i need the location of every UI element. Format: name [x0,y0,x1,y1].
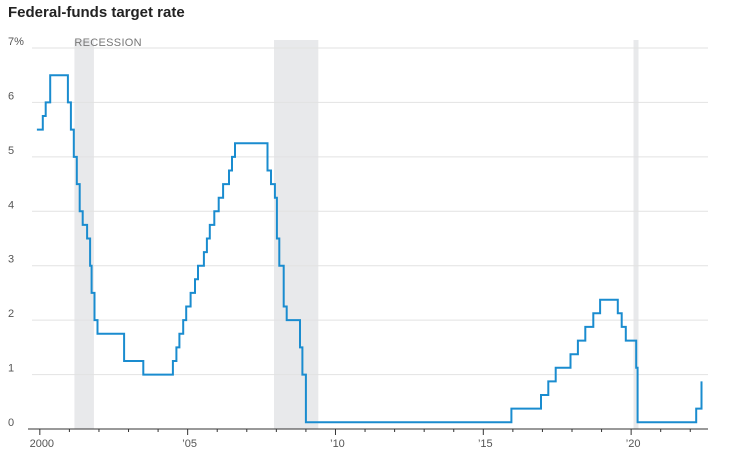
recession-band-2 [273,40,319,429]
y-axis-ticks: 0 1 2 3 4 5 6 7% [8,36,24,429]
x-tick-label-2010: ’10 [330,438,345,450]
y-tick-label-1: 1 [8,363,14,375]
y-tick-label-0: 0 [8,417,14,429]
x-tick-label-2020: ’20 [626,438,641,450]
x-tick-label-2015: ’15 [478,438,493,450]
annotation-labels: RECESSION [74,37,142,49]
x-tick-label-2005: ’05 [182,438,197,450]
x-axis: 2000 ’05 ’10 ’15 ’20 [28,428,708,450]
y-tick-label-3: 3 [8,254,14,266]
grid-lines [32,47,708,376]
y-tick-label-6: 6 [8,90,14,102]
y-tick-label-4: 4 [8,199,14,211]
series-group [36,74,703,424]
y-tick-label-5: 5 [8,145,14,157]
recession-band-1 [74,40,94,429]
recession-bands [74,40,639,429]
recession-band-3 [633,40,639,429]
y-tick-label-7: 7% [8,36,24,48]
y-tick-label-2: 2 [8,308,14,320]
chart-title: Federal-funds target rate [8,4,185,21]
rate-line [36,74,703,424]
x-tick-label-2000: 2000 [30,438,54,450]
recession-label: RECESSION [74,37,142,49]
